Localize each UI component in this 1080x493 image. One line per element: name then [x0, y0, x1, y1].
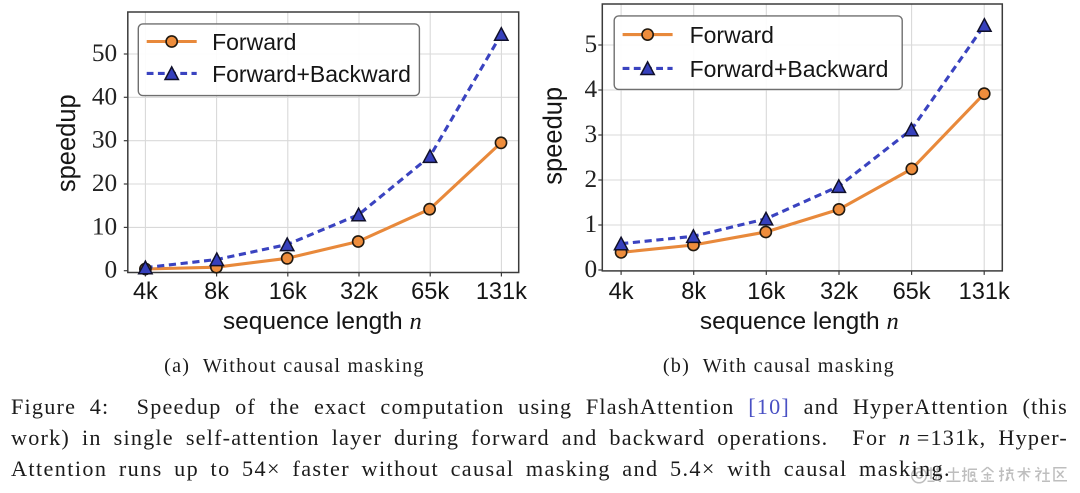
svg-text:131k: 131k: [476, 279, 527, 305]
svg-text:16k: 16k: [747, 279, 785, 305]
svg-text:Forward: Forward: [212, 29, 296, 55]
svg-text:0: 0: [105, 256, 118, 284]
svg-text:4k: 4k: [133, 279, 158, 305]
svg-text:8k: 8k: [204, 279, 229, 305]
svg-text:4: 4: [585, 75, 598, 103]
svg-text:32k: 32k: [820, 279, 858, 305]
svg-text:32k: 32k: [340, 279, 378, 305]
svg-text:4k: 4k: [609, 279, 634, 305]
svg-text:131k: 131k: [959, 279, 1010, 305]
svg-text:Forward+Backward: Forward+Backward: [212, 61, 411, 87]
svg-text:2: 2: [585, 165, 598, 193]
svg-text:sequence length n: sequence length n: [223, 308, 422, 335]
svg-text:10: 10: [92, 212, 117, 240]
svg-text:20: 20: [92, 169, 117, 197]
svg-text:30: 30: [92, 126, 117, 154]
svg-text:1: 1: [585, 210, 598, 238]
svg-text:0: 0: [585, 255, 598, 283]
svg-text:(a) Without causal masking: (a) Without causal masking: [164, 355, 425, 377]
svg-text:sequence length n: sequence length n: [700, 308, 899, 335]
svg-text:16k: 16k: [269, 279, 307, 305]
svg-text:65k: 65k: [411, 279, 449, 305]
svg-text:Forward+Backward: Forward+Backward: [690, 56, 889, 82]
svg-text:(b) With causal masking: (b) With causal masking: [663, 355, 895, 377]
svg-text:speedup: speedup: [539, 87, 567, 185]
svg-text:Forward: Forward: [690, 22, 774, 48]
svg-text:3: 3: [585, 120, 598, 148]
svg-text:5: 5: [585, 30, 598, 58]
svg-text:65k: 65k: [893, 279, 931, 305]
svg-text:8k: 8k: [681, 279, 706, 305]
svg-text:speedup: speedup: [53, 94, 81, 192]
svg-text:50: 50: [92, 39, 117, 67]
svg-text:40: 40: [92, 82, 117, 110]
